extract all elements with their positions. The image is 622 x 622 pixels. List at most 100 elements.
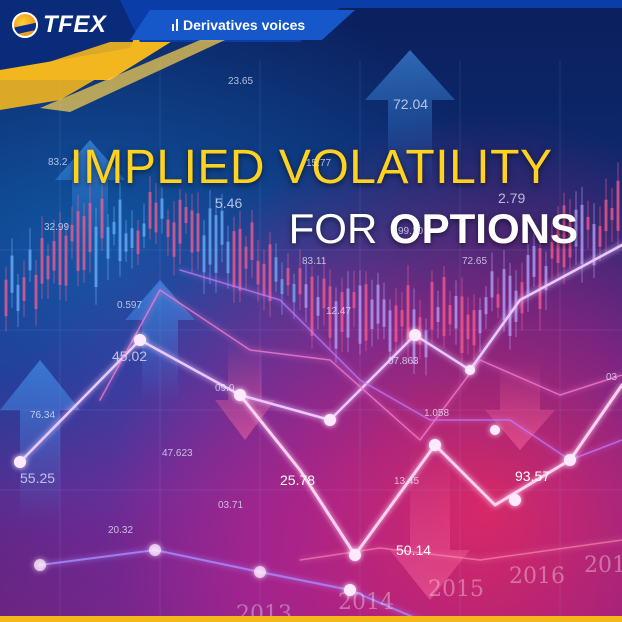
candle-body [370, 299, 374, 330]
candle-body [592, 224, 596, 266]
candle-body [538, 248, 542, 309]
decor-number: 5.46 [215, 195, 243, 211]
candle-body [580, 204, 584, 265]
candle-body [142, 223, 146, 237]
candle-body [202, 235, 206, 273]
candle-body [274, 257, 278, 282]
candle-body [436, 307, 440, 322]
year-label: 2016 [509, 564, 565, 589]
candle-body [442, 277, 446, 337]
candlestick-chart [4, 162, 620, 376]
candle-body [184, 207, 188, 224]
candle-body [382, 299, 386, 327]
candle-body [136, 230, 140, 254]
candle-body [388, 310, 392, 352]
candle-body [268, 244, 272, 302]
candle-body [52, 241, 56, 271]
candle-body [532, 245, 536, 277]
candle-body [526, 255, 530, 297]
decor-number: 50.14 [396, 542, 432, 558]
decor-number: 23.65 [228, 76, 254, 87]
candle-body [208, 208, 212, 265]
decor-number: 32.99 [44, 222, 70, 233]
candle-body [28, 249, 32, 271]
bar-chart-icon [172, 19, 178, 31]
decor-number: 83.2 [48, 157, 68, 168]
section-label: Derivatives voices [172, 17, 305, 33]
decor-number: 15.77 [306, 158, 332, 169]
logo-text: TFEX [43, 11, 107, 38]
subheadline-emphasis: OPTIONS [388, 205, 578, 252]
candle-body [262, 263, 266, 296]
subheadline: FOR OPTIONS [289, 205, 578, 253]
candle-body [586, 216, 590, 230]
decor-number: 45.02 [112, 348, 148, 364]
candle-body [166, 219, 170, 238]
decor-number: 55.25 [20, 470, 56, 486]
candle-body [466, 314, 470, 340]
candle-body [460, 296, 464, 353]
candle-body [394, 305, 398, 342]
candle-body [502, 269, 506, 321]
candle-body [418, 317, 422, 345]
candle-body [568, 214, 572, 258]
candle-body [100, 198, 104, 239]
candle-body [406, 285, 410, 341]
candle-body [106, 227, 110, 259]
candle-body [616, 180, 620, 231]
candle-body [10, 255, 14, 293]
candle-body [304, 284, 308, 308]
decor-number: 12.47 [326, 306, 352, 317]
candle-body [46, 255, 50, 280]
year-label: 2015 [428, 577, 484, 602]
candle-body [190, 210, 194, 253]
trend-line-nodes [14, 329, 576, 596]
candle-body [130, 228, 134, 248]
candle-body [598, 226, 602, 247]
decor-number: 13.45 [394, 476, 420, 487]
candle-body [256, 260, 260, 285]
year-label: 2017 [584, 553, 622, 578]
candle-body [76, 211, 80, 271]
candle-body [610, 207, 614, 221]
candle-body [34, 274, 38, 310]
candle-body [364, 284, 368, 341]
candle-body [118, 199, 122, 262]
headline: IMPLIED VOLATILITY [69, 141, 553, 194]
section-label-text: Derivatives voices [183, 17, 306, 33]
candle-body [16, 284, 20, 312]
candle-body [550, 241, 554, 259]
candle-body [346, 288, 350, 338]
candle-body [400, 310, 404, 327]
candle-body [4, 279, 8, 317]
decor-number: 2.79 [498, 190, 526, 206]
candle-body [472, 310, 476, 346]
candle-body [334, 301, 338, 349]
decor-number: 1.058 [424, 408, 450, 419]
candle-body [448, 305, 452, 325]
candle-body [88, 203, 92, 253]
candle-body [226, 241, 230, 274]
candle-body [178, 199, 182, 244]
candle-body [196, 213, 200, 252]
candle-body [244, 246, 248, 269]
candle-body [250, 222, 254, 261]
candle-body [160, 198, 164, 219]
candle-body [22, 277, 26, 302]
candle-body [496, 294, 500, 308]
candle-body [454, 295, 458, 329]
candle-body [172, 222, 176, 257]
candle-body [544, 266, 548, 291]
tfex-logo: TFEX [12, 11, 106, 39]
candle-body [82, 216, 86, 271]
header-band-shapes [0, 0, 622, 112]
candle-body [478, 309, 482, 334]
candle-body [154, 202, 158, 233]
candle-body [604, 199, 608, 232]
candle-body [484, 297, 488, 315]
candle-body [286, 268, 290, 286]
candle-body [64, 235, 68, 286]
candle-body [424, 330, 428, 358]
candle-body [328, 286, 332, 338]
candle-body [94, 226, 98, 288]
